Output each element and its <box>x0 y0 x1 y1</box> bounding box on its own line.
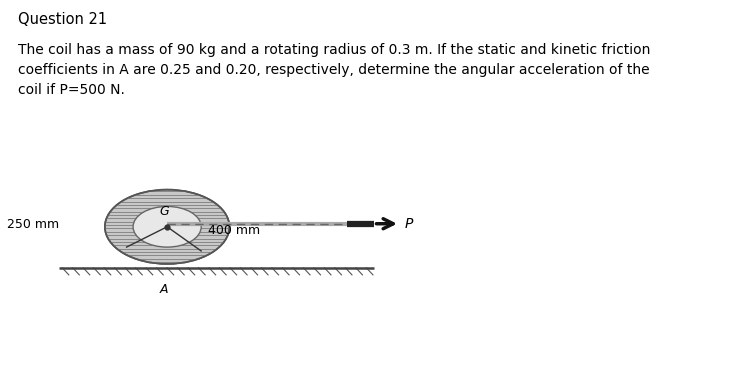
Text: 250 mm: 250 mm <box>7 218 59 231</box>
Text: The coil has a mass of 90 kg and a rotating radius of 0.3 m. If the static and k: The coil has a mass of 90 kg and a rotat… <box>18 43 650 97</box>
Text: 400 mm: 400 mm <box>208 224 260 237</box>
Circle shape <box>105 190 229 264</box>
Text: P: P <box>405 217 414 231</box>
Text: A: A <box>159 283 168 296</box>
Text: G: G <box>159 205 169 218</box>
Text: Question 21: Question 21 <box>18 12 107 27</box>
Circle shape <box>133 206 201 247</box>
